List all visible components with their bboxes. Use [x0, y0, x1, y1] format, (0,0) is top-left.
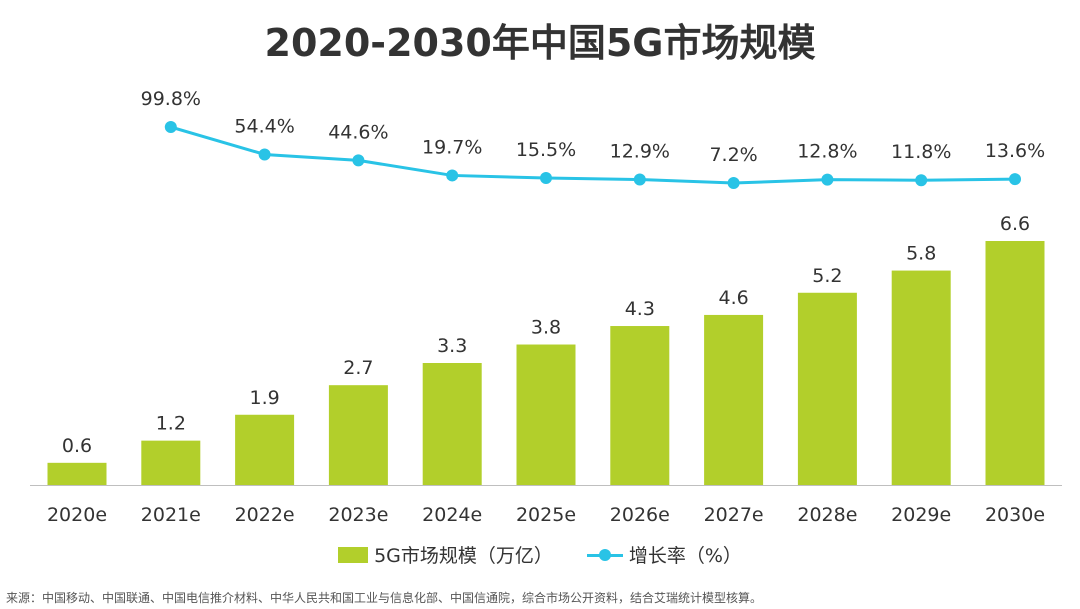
bar-label-2022e: 1.9 — [249, 387, 279, 409]
growth-point-2027e — [727, 177, 740, 189]
bar-label-2023e: 2.7 — [343, 357, 373, 379]
legend-line-label: 增长率（%） — [628, 545, 742, 567]
bar-2030e — [985, 241, 1045, 485]
source-note: 来源：中国移动、中国联通、中国电信推介材料、中华人民共和国工业与信息化部、中国信… — [6, 591, 763, 605]
x-tick-2021e: 2021e — [141, 504, 201, 526]
x-tick-2026e: 2026e — [610, 504, 670, 526]
growth-label-2029e: 11.8% — [891, 141, 951, 163]
bar-label-2029e: 5.8 — [906, 243, 936, 265]
x-tick-2030e: 2030e — [985, 504, 1045, 526]
bar-2027e — [704, 314, 764, 485]
growth-point-2021e — [164, 121, 177, 133]
bar-label-2021e: 1.2 — [156, 413, 186, 435]
growth-point-2025e — [540, 171, 552, 184]
bar-2024e — [422, 363, 482, 485]
growth-point-2024e — [446, 169, 459, 182]
growth-label-2026e: 12.9% — [610, 141, 670, 163]
bar-2021e — [141, 440, 201, 485]
growth-rate-line — [170, 125, 1016, 185]
x-tick-2022e: 2022e — [235, 504, 295, 526]
bar-2028e — [797, 292, 857, 485]
x-tick-2023e: 2023e — [328, 504, 388, 526]
x-tick-2025e: 2025e — [516, 504, 576, 526]
legend-item-line[interactable]: 增长率（%） — [586, 541, 742, 568]
bar-2022e — [235, 414, 295, 485]
bar-label-2027e: 4.6 — [718, 287, 748, 309]
growth-label-2024e: 19.7% — [422, 136, 482, 158]
bar-label-2025e: 3.8 — [531, 317, 561, 339]
growth-label-2023e: 44.6% — [328, 121, 388, 143]
legend-line-swatch — [586, 547, 623, 563]
growth-label-2030e: 13.6% — [985, 140, 1045, 162]
legend: 5G市场规模（万亿） 增长率（%） — [0, 541, 1080, 568]
x-tick-2028e: 2028e — [797, 504, 857, 526]
legend-bar-label: 5G市场规模（万亿） — [374, 545, 553, 567]
growth-point-2022e — [258, 148, 271, 161]
x-tick-2024e: 2024e — [422, 504, 482, 526]
x-tick-2029e: 2029e — [891, 504, 951, 526]
x-tick-2027e: 2027e — [704, 504, 764, 526]
bar-2020e — [47, 462, 107, 485]
bar-2026e — [610, 326, 670, 485]
growth-label-2022e: 54.4% — [234, 115, 294, 137]
bar-label-2026e: 4.3 — [625, 298, 655, 320]
x-tick-2020e: 2020e — [47, 504, 107, 526]
bar-label-2020e: 0.6 — [62, 435, 92, 457]
bar-label-2028e: 5.2 — [812, 265, 842, 287]
bar-2023e — [328, 385, 388, 485]
bar-2029e — [891, 270, 951, 485]
growth-label-2021e: 99.8% — [141, 88, 201, 110]
chart-title: 2020-2030年中国5G市场规模 — [264, 21, 816, 65]
growth-point-2026e — [633, 173, 646, 186]
growth-label-2028e: 12.8% — [797, 141, 857, 163]
growth-label-2027e: 7.2% — [709, 144, 757, 166]
growth-label-2025e: 15.5% — [516, 139, 576, 161]
growth-point-2029e — [915, 174, 928, 187]
legend-bar-swatch — [338, 546, 369, 563]
growth-point-2030e — [1009, 173, 1021, 186]
bar-label-2024e: 3.3 — [437, 335, 467, 357]
growth-point-2023e — [352, 154, 365, 167]
bar-label-2030e: 6.6 — [1000, 213, 1030, 235]
legend-item-bar[interactable]: 5G市场规模（万亿） — [338, 541, 553, 568]
bar-2025e — [516, 344, 576, 485]
growth-point-2028e — [821, 173, 834, 186]
